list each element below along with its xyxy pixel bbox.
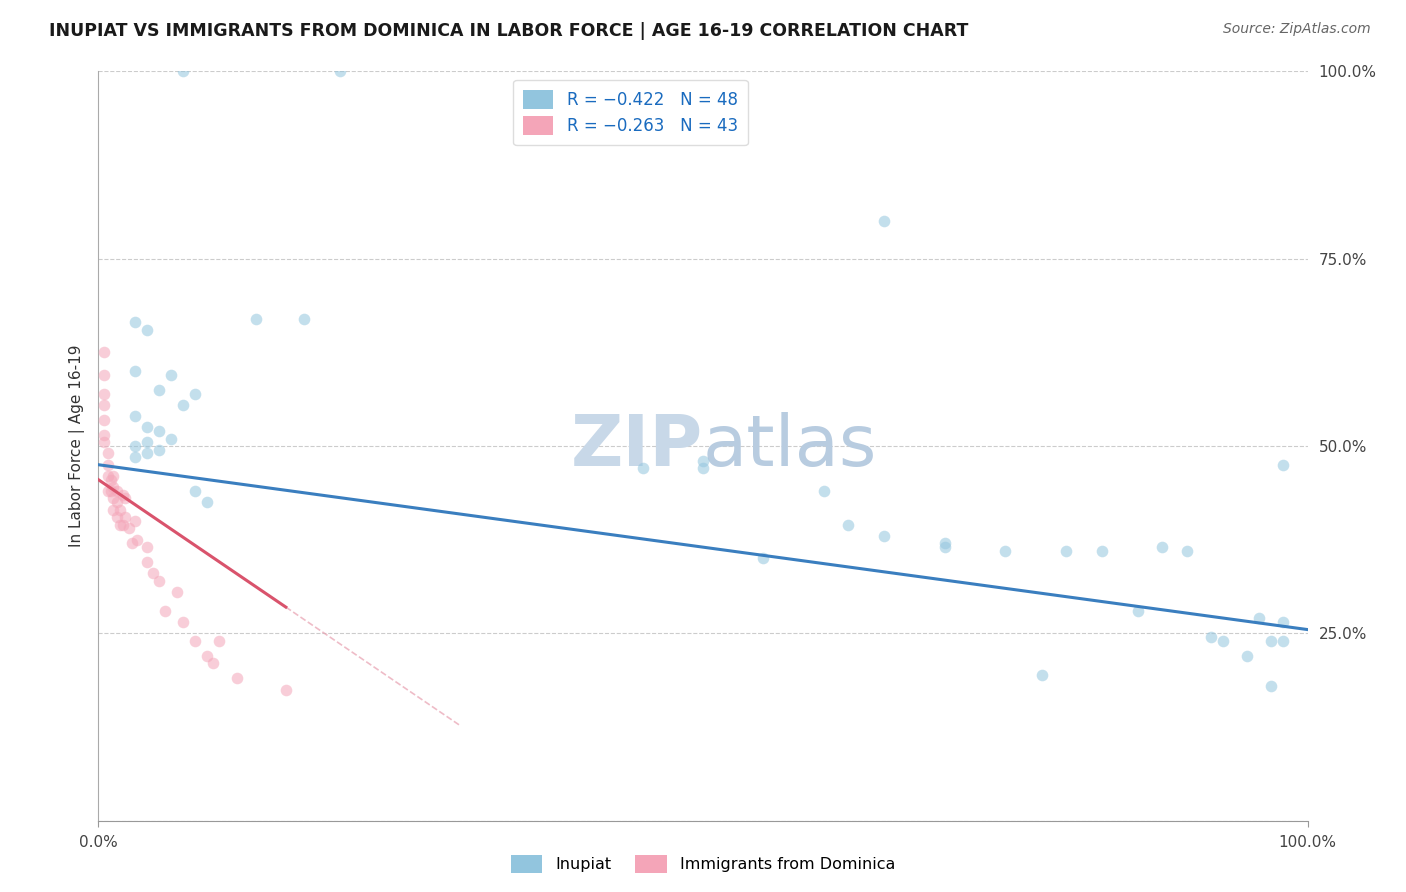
Point (1272, 458, 1295, 472)
Point (160, 368, 183, 382)
Point (135, 555, 157, 569)
Point (93, 398, 115, 412)
Point (1249, 611, 1271, 625)
Point (1199, 630, 1222, 644)
Point (292, 311, 315, 326)
Point (135, 435, 157, 450)
Point (208, 633, 231, 648)
Point (97, 458, 120, 472)
Point (172, 398, 194, 412)
Point (114, 491, 136, 506)
Point (93, 413, 115, 427)
Point (124, 364, 146, 378)
Point (1175, 544, 1198, 558)
Point (121, 536, 143, 550)
Point (148, 574, 170, 588)
Point (111, 488, 134, 502)
Legend: R = −0.422   N = 48, R = −0.263   N = 43: R = −0.422 N = 48, R = −0.263 N = 43 (513, 79, 748, 145)
Point (148, 383, 170, 397)
Point (105, 510, 128, 524)
Point (118, 521, 141, 535)
Legend: Inupiat, Immigrants from Dominica: Inupiat, Immigrants from Dominica (505, 848, 901, 880)
Point (934, 536, 956, 550)
Point (124, 439, 146, 453)
Point (692, 461, 714, 475)
Point (195, 495, 218, 509)
Point (274, 682, 297, 697)
Point (108, 517, 131, 532)
Point (114, 510, 136, 524)
Point (1236, 648, 1258, 663)
Text: ZIP: ZIP (571, 411, 703, 481)
Point (101, 491, 124, 506)
Point (135, 446, 157, 460)
Point (124, 514, 146, 528)
Point (93, 427, 115, 442)
Point (93, 386, 115, 401)
Point (105, 483, 128, 498)
Point (93, 435, 115, 450)
Point (111, 517, 134, 532)
Point (101, 480, 124, 494)
Point (172, 615, 194, 629)
Point (1031, 667, 1053, 681)
Y-axis label: In Labor Force | Age 16-19: In Labor Force | Age 16-19 (69, 344, 84, 548)
Point (934, 540, 956, 554)
Point (93, 345, 115, 359)
Point (1128, 604, 1150, 618)
Point (124, 315, 146, 329)
Point (135, 420, 157, 434)
Point (837, 517, 859, 532)
Point (873, 529, 896, 543)
Point (97, 469, 120, 483)
Point (100, 473, 122, 487)
Point (97, 483, 120, 498)
Point (135, 540, 157, 554)
Point (105, 495, 128, 509)
Text: atlas: atlas (703, 411, 877, 481)
Point (1054, 544, 1077, 558)
Point (202, 657, 225, 671)
Point (124, 409, 146, 423)
Point (994, 544, 1017, 558)
Point (184, 633, 207, 648)
Point (692, 454, 714, 468)
Point (1272, 615, 1295, 629)
Point (195, 648, 218, 663)
Point (101, 502, 124, 516)
Point (172, 64, 194, 78)
Point (100, 483, 122, 498)
Point (1272, 633, 1295, 648)
Point (166, 585, 188, 599)
Point (124, 450, 146, 465)
Point (160, 432, 183, 446)
Point (108, 502, 131, 516)
Point (127, 533, 149, 547)
Text: Source: ZipAtlas.com: Source: ZipAtlas.com (1223, 22, 1371, 37)
Point (1212, 633, 1234, 648)
Point (1091, 544, 1114, 558)
Point (184, 483, 207, 498)
Point (153, 604, 176, 618)
Point (1152, 540, 1174, 554)
Point (148, 424, 170, 438)
Point (1260, 633, 1282, 648)
Point (101, 469, 124, 483)
Text: INUPIAT VS IMMIGRANTS FROM DOMINICA IN LABOR FORCE | AGE 16-19 CORRELATION CHART: INUPIAT VS IMMIGRANTS FROM DOMINICA IN L… (49, 22, 969, 40)
Point (184, 386, 207, 401)
Point (752, 551, 775, 566)
Point (148, 442, 170, 457)
Point (873, 214, 896, 228)
Point (142, 566, 165, 581)
Point (226, 671, 249, 685)
Point (631, 461, 654, 475)
Point (329, 64, 352, 78)
Point (245, 311, 267, 326)
Point (1260, 679, 1282, 693)
Point (93, 368, 115, 382)
Point (813, 483, 835, 498)
Point (135, 323, 157, 337)
Point (97, 446, 120, 460)
